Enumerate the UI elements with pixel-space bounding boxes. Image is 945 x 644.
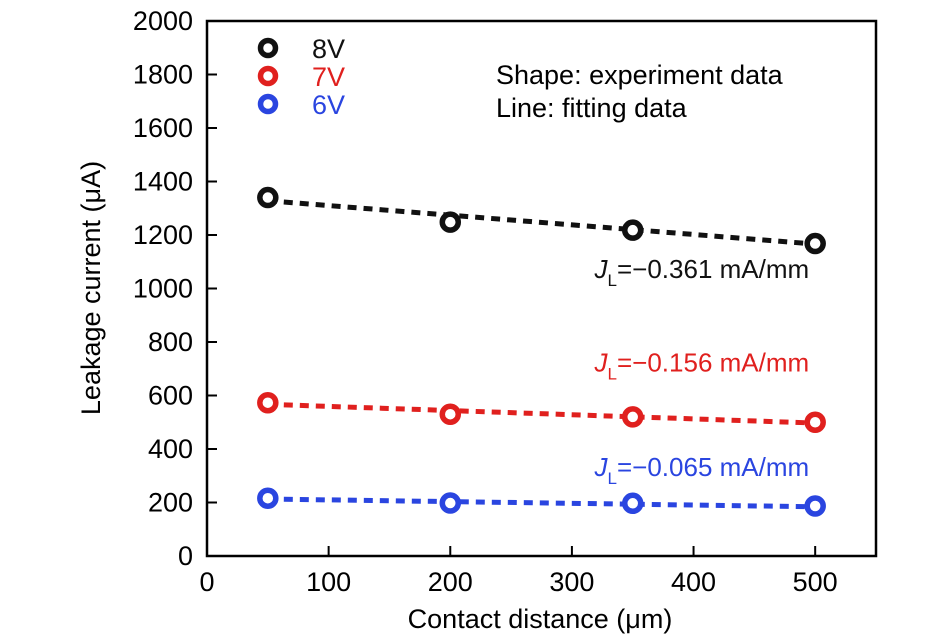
x-tick-label: 300: [549, 567, 594, 597]
x-tick-label: 0: [199, 567, 214, 597]
y-tick-label: 1200: [133, 220, 193, 250]
data-point-8v: [621, 219, 644, 241]
y-tick-label: 200: [148, 488, 193, 518]
slope-annotation-6v: JL=−0.065 mA/mm: [594, 452, 810, 488]
y-tick-label: 600: [148, 381, 193, 411]
fit-line-6v: [267, 496, 816, 510]
legend-marker-6v: [257, 93, 279, 115]
y-tick-label: 0: [178, 541, 193, 571]
data-point-7v: [257, 391, 279, 414]
x-tick-label: 500: [793, 567, 838, 597]
legend-marker-8v: [257, 37, 279, 59]
legend-label-8v: 8V: [312, 34, 345, 64]
data-point-6v: [439, 492, 462, 514]
y-tick-label: 1400: [133, 167, 193, 197]
data-point-7v: [804, 411, 826, 433]
fit-line-8v: [267, 198, 816, 247]
note-text: Shape: experiment data: [496, 60, 784, 90]
legend-label-6v: 6V: [312, 90, 345, 120]
x-axis-label: Contact distance (μm): [408, 604, 673, 634]
legend-marker-7v: [257, 65, 279, 87]
y-tick-label: 400: [148, 434, 193, 464]
legend-label-7v: 7V: [312, 62, 345, 92]
data-point-6v: [621, 492, 644, 515]
data-point-6v: [257, 487, 279, 509]
x-tick-label: 200: [428, 567, 473, 597]
slope-annotation-8v: JL=−0.361 mA/mm: [594, 254, 810, 290]
x-tick-label: 100: [306, 567, 351, 597]
data-point-7v: [621, 406, 644, 428]
y-tick-label: 1000: [133, 274, 193, 304]
data-point-8v: [257, 186, 279, 209]
y-tick-label: 2000: [133, 6, 193, 36]
y-tick-label: 1800: [133, 60, 193, 90]
y-tick-label: 800: [148, 327, 193, 357]
note-text: Line: fitting data: [496, 93, 688, 123]
y-tick-label: 1600: [133, 113, 193, 143]
data-point-8v: [804, 232, 826, 255]
slope-annotation-7v: JL=−0.156 mA/mm: [594, 347, 810, 383]
data-point-6v: [804, 495, 826, 517]
data-point-8v: [439, 211, 462, 233]
data-point-7v: [439, 403, 462, 425]
fit-line-7v: [267, 401, 816, 426]
x-tick-label: 400: [671, 567, 716, 597]
y-axis-label: Leakage current (μA): [76, 161, 106, 415]
